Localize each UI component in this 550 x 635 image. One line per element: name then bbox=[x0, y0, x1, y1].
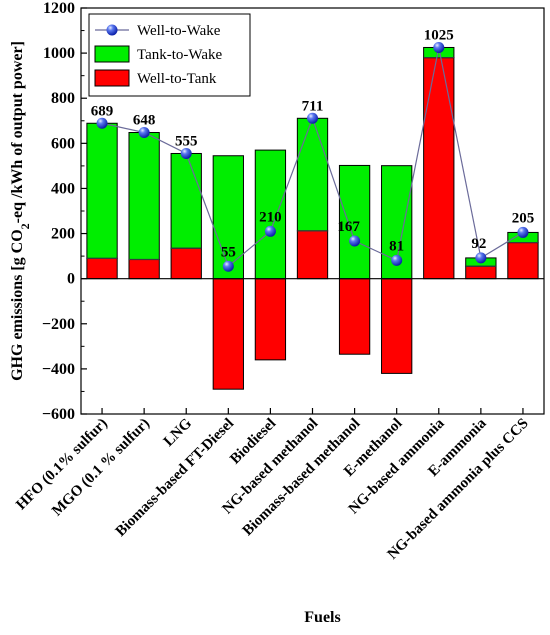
data-label: 210 bbox=[259, 209, 282, 225]
legend-swatch-tank-to-wake bbox=[94, 45, 130, 63]
bar-tank-to-wake bbox=[296, 117, 329, 232]
x-axis-title: Fuels bbox=[304, 609, 340, 626]
bar-well-to-tank bbox=[423, 57, 455, 280]
bar-well-to-tank bbox=[338, 278, 371, 355]
point-well-to-wake bbox=[180, 147, 192, 159]
y-tick-label: 0 bbox=[67, 271, 75, 288]
bar-well-to-tank bbox=[381, 278, 413, 374]
data-label: 205 bbox=[512, 210, 535, 226]
data-label: 92 bbox=[471, 236, 486, 252]
data-label: 55 bbox=[221, 244, 236, 260]
data-label: 167 bbox=[337, 219, 360, 235]
point-well-to-wake bbox=[96, 117, 108, 129]
data-label: 555 bbox=[175, 133, 198, 149]
bar-well-to-tank bbox=[465, 265, 497, 280]
bar-tank-to-wake bbox=[338, 164, 371, 280]
y-tick-label: −200 bbox=[42, 316, 75, 333]
legend-marker-well-to-wake bbox=[106, 24, 118, 36]
bar-well-to-tank bbox=[86, 257, 118, 280]
bar-well-to-tank bbox=[254, 278, 287, 361]
bar-well-to-tank bbox=[212, 278, 244, 390]
data-label: 1025 bbox=[424, 27, 454, 43]
point-well-to-wake bbox=[475, 252, 487, 264]
point-well-to-wake bbox=[433, 41, 445, 53]
y-axis-title: GHG emissions [g CO2-eq /kWh of output p… bbox=[9, 41, 32, 381]
legend-swatch-well-to-tank bbox=[94, 69, 130, 87]
y-tick-label: 1000 bbox=[43, 45, 75, 62]
y-tick-label: 800 bbox=[51, 90, 75, 107]
point-well-to-wake bbox=[307, 112, 318, 124]
bar-well-to-tank bbox=[170, 247, 202, 280]
y-tick-label: 1200 bbox=[43, 0, 75, 17]
data-label: 689 bbox=[91, 103, 114, 119]
bar-well-to-tank bbox=[296, 230, 329, 280]
y-tick-label: 400 bbox=[51, 180, 75, 197]
x-tick-label: LNG bbox=[161, 415, 196, 450]
data-label: 81 bbox=[389, 238, 404, 254]
data-label: 648 bbox=[133, 113, 156, 129]
point-well-to-wake bbox=[391, 254, 403, 266]
legend-label-well-to-tank: Well-to-Tank bbox=[137, 71, 217, 87]
y-tick-label: 600 bbox=[51, 135, 75, 152]
point-well-to-wake bbox=[138, 127, 150, 139]
y-tick-label: −600 bbox=[42, 406, 75, 423]
point-well-to-wake bbox=[517, 226, 529, 238]
legend-label-tank-to-wake: Tank-to-Wake bbox=[137, 47, 223, 63]
point-well-to-wake bbox=[222, 260, 234, 272]
bar-tank-to-wake bbox=[170, 152, 202, 249]
data-label: 711 bbox=[302, 98, 324, 114]
legend-label-well-to-wake: Well-to-Wake bbox=[137, 23, 221, 39]
point-well-to-wake bbox=[264, 225, 276, 237]
y-tick-label: 200 bbox=[51, 226, 75, 243]
bar-well-to-tank bbox=[507, 242, 539, 280]
bar-tank-to-wake bbox=[128, 132, 160, 260]
point-well-to-wake bbox=[349, 235, 361, 247]
y-tick-label: −400 bbox=[42, 361, 75, 378]
bar-tank-to-wake bbox=[86, 122, 118, 259]
bar-well-to-tank bbox=[128, 258, 160, 280]
